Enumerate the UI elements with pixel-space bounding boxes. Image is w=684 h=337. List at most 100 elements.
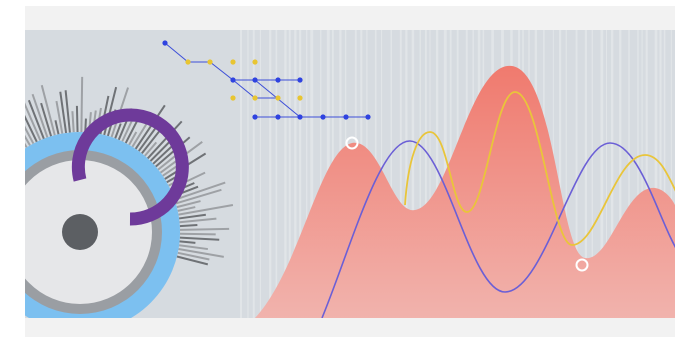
radial-bar bbox=[54, 120, 60, 135]
radial-bar bbox=[134, 104, 166, 150]
blue-dot bbox=[162, 40, 168, 46]
stripe bbox=[605, 30, 608, 318]
stripe bbox=[654, 30, 658, 318]
stripe bbox=[252, 30, 255, 318]
stripe bbox=[259, 30, 262, 318]
blue-dot bbox=[365, 114, 371, 120]
stripe bbox=[390, 30, 393, 318]
area bbox=[255, 65, 675, 318]
blue-dot bbox=[275, 114, 281, 120]
radial-bar bbox=[25, 125, 35, 145]
blue-dot bbox=[252, 114, 258, 120]
stripe bbox=[269, 30, 272, 318]
yellow-dot bbox=[252, 59, 258, 65]
radial-bar bbox=[75, 105, 79, 133]
radial-bar bbox=[177, 206, 196, 212]
stripe bbox=[565, 30, 567, 318]
radial-bar bbox=[146, 120, 183, 160]
stripe bbox=[399, 30, 402, 318]
blue-dot bbox=[230, 77, 236, 83]
radial-bar bbox=[55, 100, 64, 134]
marker bbox=[575, 258, 589, 272]
radial-bar bbox=[179, 232, 216, 236]
purple-arc bbox=[71, 108, 189, 226]
radial-bar bbox=[176, 200, 201, 209]
radial-bar bbox=[178, 244, 208, 251]
radial-bar bbox=[59, 91, 68, 134]
radial-bar bbox=[124, 118, 139, 144]
radial-bar bbox=[40, 102, 53, 137]
blue-dot bbox=[252, 77, 258, 83]
radial-bar bbox=[175, 188, 222, 205]
stripe bbox=[637, 30, 639, 318]
stripe bbox=[275, 30, 278, 318]
radial-bar bbox=[40, 84, 56, 136]
yellow-dot bbox=[230, 59, 236, 65]
radial-bar bbox=[152, 144, 174, 165]
radial-bar bbox=[179, 240, 196, 244]
yellow-dot bbox=[252, 95, 258, 101]
stripe bbox=[405, 30, 408, 318]
stripe bbox=[435, 30, 439, 318]
yellow-dot bbox=[275, 95, 281, 101]
stripe bbox=[419, 30, 421, 318]
stripe bbox=[591, 30, 593, 318]
center-dot bbox=[62, 214, 98, 250]
stripe bbox=[559, 30, 562, 318]
radial-bar bbox=[178, 248, 224, 258]
radial-bar bbox=[174, 181, 226, 201]
radial-bar bbox=[128, 131, 138, 146]
stripe bbox=[610, 30, 614, 318]
radial-bar bbox=[179, 217, 217, 224]
radial-bar bbox=[137, 126, 158, 152]
stripe bbox=[288, 30, 291, 318]
radial-bar bbox=[25, 102, 42, 141]
radial-bar bbox=[141, 129, 161, 155]
yellow-dot bbox=[230, 95, 236, 101]
stripe bbox=[240, 30, 242, 318]
stripe bbox=[310, 30, 314, 318]
yellow-dot bbox=[185, 59, 191, 65]
stripe bbox=[575, 30, 578, 318]
blue-dot bbox=[275, 77, 281, 83]
radial-bar bbox=[179, 227, 230, 231]
stripe bbox=[299, 30, 302, 318]
radial-bar bbox=[114, 123, 122, 139]
network-dots bbox=[162, 40, 371, 120]
stripe bbox=[600, 30, 604, 318]
radial-bar bbox=[25, 134, 31, 146]
blue-dot bbox=[343, 114, 349, 120]
stripe bbox=[659, 30, 662, 318]
stripe bbox=[628, 30, 630, 318]
radial-bar bbox=[178, 204, 234, 216]
blue-line bbox=[321, 140, 675, 318]
stripe bbox=[284, 30, 287, 318]
bottom-band bbox=[25, 318, 675, 337]
yellow-dot bbox=[207, 59, 213, 65]
stripe bbox=[645, 30, 648, 318]
stripe bbox=[247, 30, 249, 318]
radial-bar bbox=[25, 114, 38, 143]
radial-bar bbox=[179, 224, 198, 228]
radial-bar bbox=[177, 251, 210, 261]
stripe bbox=[584, 30, 588, 318]
yellow-line bbox=[404, 91, 675, 246]
radial-bar bbox=[176, 255, 209, 266]
yellow-dot bbox=[297, 95, 303, 101]
radial-bar bbox=[80, 76, 84, 133]
blue-dot bbox=[320, 114, 326, 120]
radial-bar bbox=[155, 136, 191, 168]
radial-bar bbox=[64, 90, 71, 133]
stripe bbox=[294, 30, 297, 318]
stripe bbox=[424, 30, 427, 318]
chart-art bbox=[25, 40, 675, 318]
stripe bbox=[306, 30, 308, 318]
radial-bar bbox=[31, 93, 49, 138]
radial-bar bbox=[27, 99, 45, 140]
blue-dot bbox=[297, 114, 303, 120]
radial-bar bbox=[71, 111, 75, 133]
stripe bbox=[411, 30, 415, 318]
radial-bar bbox=[157, 154, 177, 171]
